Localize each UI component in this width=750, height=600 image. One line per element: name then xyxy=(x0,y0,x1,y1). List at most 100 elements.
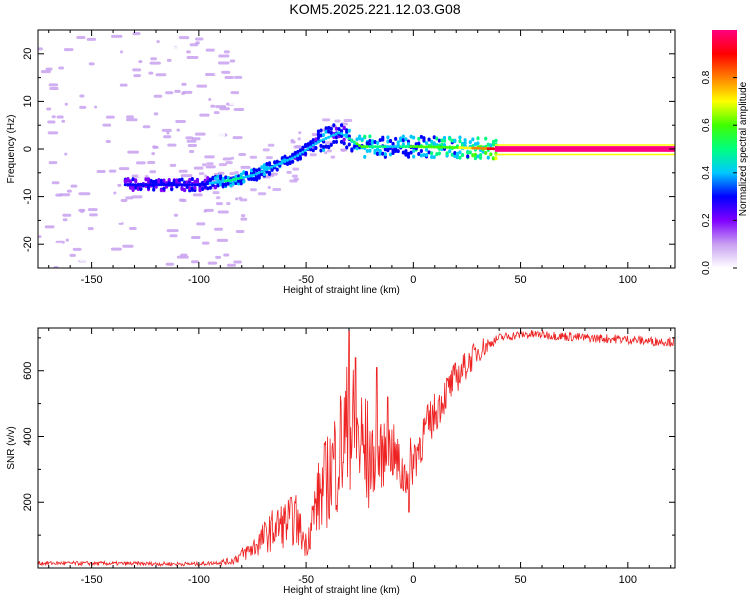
signal-cell xyxy=(424,152,429,157)
signal-cell xyxy=(249,168,254,173)
snr-xlabel: Height of straight line (km) xyxy=(283,585,400,596)
signal-core xyxy=(136,183,140,187)
signal-cell xyxy=(427,137,431,142)
signal-core xyxy=(182,183,186,187)
noise-blob xyxy=(161,128,172,132)
signal-cell xyxy=(329,130,333,135)
noise-blob xyxy=(49,255,58,259)
signal-cell xyxy=(329,142,333,147)
signal-core xyxy=(252,173,256,177)
signal-core xyxy=(378,145,382,149)
signal-core xyxy=(370,145,374,149)
signal-cell xyxy=(489,143,493,148)
noise-blob xyxy=(198,172,205,176)
signal-cell xyxy=(337,126,341,131)
carrier-band-edge xyxy=(494,153,675,156)
signal-cell xyxy=(332,123,336,128)
signal-cell xyxy=(309,140,313,145)
signal-cell xyxy=(435,136,439,141)
signal-cell xyxy=(139,186,143,191)
signal-cell xyxy=(360,137,364,142)
x-tick-label: -100 xyxy=(188,274,210,286)
signal-cell xyxy=(412,154,416,159)
spectrogram-marks xyxy=(38,32,675,268)
signal-cell xyxy=(484,150,488,155)
signal-cell xyxy=(255,168,259,173)
signal-core xyxy=(386,145,390,149)
signal-core xyxy=(157,183,161,187)
noise-blob xyxy=(86,37,97,41)
signal-core xyxy=(273,164,277,168)
noise-blob xyxy=(45,67,53,71)
signal-core xyxy=(355,142,359,146)
signal-cell xyxy=(378,151,382,156)
signal-cell xyxy=(345,129,349,134)
signal-core xyxy=(345,135,349,139)
signal-core xyxy=(172,183,176,187)
snr-ylabel: SNR (v/v) xyxy=(6,426,17,469)
x-tick-label: -100 xyxy=(188,574,210,586)
noise-blob xyxy=(181,91,186,95)
signal-core xyxy=(453,146,457,150)
signal-cell xyxy=(316,132,321,137)
signal-core xyxy=(306,147,310,151)
signal-cell xyxy=(476,136,480,141)
signal-cell xyxy=(450,138,454,143)
noise-blob xyxy=(44,225,55,229)
signal-core xyxy=(280,161,284,165)
signal-core xyxy=(283,159,287,163)
signal-cell xyxy=(329,126,333,131)
signal-cell xyxy=(460,152,465,157)
signal-core xyxy=(159,183,163,187)
noise-blob xyxy=(62,213,72,217)
signal-core xyxy=(154,183,158,187)
signal-cell xyxy=(422,152,426,157)
noise-blob xyxy=(213,111,220,115)
signal-cell xyxy=(391,148,395,153)
noise-blob xyxy=(218,163,227,167)
signal-core xyxy=(314,142,318,146)
signal-cell xyxy=(244,170,248,175)
signal-core xyxy=(309,145,313,149)
noise-blob xyxy=(222,157,232,161)
y-tick-label: 400 xyxy=(22,427,34,445)
signal-cell xyxy=(448,149,452,154)
noise-blob xyxy=(149,61,161,65)
noise-blob xyxy=(55,193,63,197)
signal-core xyxy=(275,163,279,167)
noise-blob xyxy=(330,155,336,159)
signal-core xyxy=(352,140,356,144)
signal-cell xyxy=(193,179,197,184)
signal-cell xyxy=(486,142,490,147)
noise-blob xyxy=(40,133,49,137)
noise-blob xyxy=(210,104,216,108)
signal-core xyxy=(342,133,346,137)
noise-blob xyxy=(54,242,63,246)
signal-cell xyxy=(242,179,246,184)
signal-cell xyxy=(424,141,429,146)
signal-cell xyxy=(406,142,411,147)
noise-blob xyxy=(201,241,210,245)
signal-cell xyxy=(216,183,220,188)
noise-blob xyxy=(63,48,74,52)
signal-cell xyxy=(491,142,496,147)
noise-blob xyxy=(207,261,218,265)
signal-cell xyxy=(175,180,179,185)
signal-core xyxy=(164,183,168,187)
noise-blob xyxy=(340,148,348,152)
signal-cell xyxy=(321,145,326,150)
signal-core xyxy=(424,145,428,149)
y-tick-label: 0 xyxy=(22,146,34,152)
noise-blob xyxy=(191,137,201,141)
noise-blob xyxy=(178,169,188,173)
signal-cell xyxy=(319,143,323,148)
signal-cell xyxy=(406,154,411,159)
signal-cell xyxy=(327,144,331,149)
signal-cell xyxy=(363,134,367,139)
signal-core xyxy=(489,147,493,151)
noise-blob xyxy=(238,153,247,157)
noise-blob xyxy=(110,247,122,251)
noise-blob xyxy=(292,167,300,171)
signal-core xyxy=(257,171,261,175)
colorbar xyxy=(712,30,737,268)
